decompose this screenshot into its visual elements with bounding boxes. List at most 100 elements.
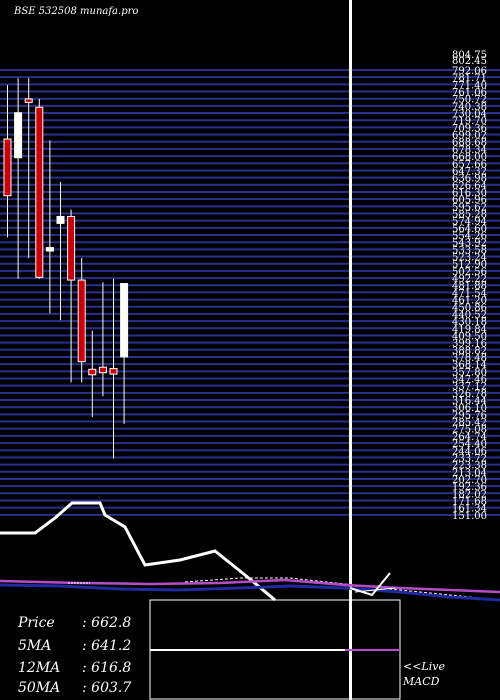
- candle: [56, 181, 65, 321]
- candle: [98, 282, 107, 397]
- price-tick-label: 709.36: [452, 123, 487, 134]
- macd-cross-line: [354, 587, 396, 593]
- price-tick-label: 719.70: [452, 116, 487, 127]
- price-tick-label: 730.04: [452, 109, 487, 120]
- volume-dashed-line: [184, 577, 500, 601]
- candle: [120, 283, 129, 424]
- price-tick-label: 523.24: [452, 253, 487, 264]
- watermark: BSE 532508 munafa.pro: [13, 6, 138, 17]
- candle: [67, 209, 76, 383]
- candle: [24, 78, 33, 258]
- price-tick-label: 409.50: [452, 331, 487, 342]
- candle-body-down: [109, 368, 118, 375]
- volume-line: [0, 501, 276, 602]
- price-tick-label: 502.56: [452, 267, 487, 278]
- candle-body-down: [3, 138, 12, 197]
- price-tick-label: 564.60: [452, 224, 487, 235]
- price-tick-label: 347.46: [452, 375, 487, 386]
- price-tick-label: 595.62: [452, 202, 487, 213]
- ma50-readout: 50MA: 603.7: [18, 680, 132, 696]
- price-tick-label: 264.74: [452, 432, 487, 443]
- price-tick-label: 481.88: [452, 281, 487, 292]
- price-tick-label: 192.36: [452, 482, 487, 493]
- price-tick-label: 213.04: [452, 468, 487, 479]
- live-label[interactable]: <<Live: [403, 660, 445, 673]
- candle-body-down: [77, 279, 86, 363]
- price-tick-label: 419.84: [452, 324, 487, 335]
- price-tick-label: 430.18: [452, 317, 487, 328]
- price-tick-label: 750.72: [452, 95, 487, 106]
- volume-panel: [0, 501, 500, 602]
- price-tick-label: 461.20: [452, 296, 487, 307]
- macd-signal-line: [349, 572, 391, 597]
- price-tick-label: 378.48: [452, 353, 487, 364]
- price-tick-label: 202.70: [452, 475, 487, 486]
- candles: [3, 78, 129, 459]
- price-tick-label: 688.68: [452, 138, 487, 149]
- price-tick-label: 740.38: [452, 102, 487, 113]
- price-tick-label: 161.34: [452, 504, 487, 515]
- candle: [3, 85, 12, 238]
- candle-body-up: [120, 283, 129, 358]
- ma12-readout: 12MA: 616.8: [18, 660, 132, 676]
- price-tick-label: 151.00: [452, 511, 487, 522]
- price-tick-label: 388.82: [452, 346, 487, 357]
- price-top-label: 804.75: [452, 50, 487, 61]
- candle: [77, 257, 86, 383]
- price-tick-label: 647.32: [452, 166, 487, 177]
- price-tick-label: 781.71: [452, 73, 487, 84]
- candle-body-up: [14, 112, 23, 159]
- price-tick-label: 450.86: [452, 303, 487, 314]
- price-tick-label: 678.34: [452, 145, 487, 156]
- price-value: : 662.8: [82, 615, 132, 631]
- candle: [88, 330, 97, 417]
- price-tick-label: 636.98: [452, 174, 487, 185]
- price-tick-label: 440.52: [452, 310, 487, 321]
- price-tick-label: 182.02: [452, 489, 487, 500]
- candle-body-down: [67, 215, 76, 281]
- price-tick-label: 792.06: [452, 66, 487, 77]
- candle: [109, 278, 118, 459]
- price-tick-label: 254.40: [452, 439, 487, 450]
- price-tick-label: 233.72: [452, 453, 487, 464]
- price-tick-label: 275.08: [452, 425, 487, 436]
- price-tick-label: 295.76: [452, 410, 487, 421]
- candle-body-down: [98, 366, 107, 374]
- price-tick-label: 223.38: [452, 461, 487, 472]
- price-tick-label: 761.06: [452, 88, 487, 99]
- macd-panel: [0, 572, 500, 700]
- ma50-value: : 603.7: [82, 680, 132, 696]
- price-tick-label: 657.66: [452, 159, 487, 170]
- price-tick-label: 771.40: [452, 80, 487, 91]
- price-readout: Price: 662.8: [18, 615, 132, 631]
- candle: [45, 140, 54, 314]
- candle-body-down: [24, 98, 33, 103]
- macd-blue-line: [0, 583, 500, 602]
- price-grid: [0, 69, 500, 516]
- price-tick-label: 699.02: [452, 131, 487, 142]
- price-tick-label: 316.44: [452, 396, 487, 407]
- price-tick-label: 326.78: [452, 389, 487, 400]
- price-tick-label: 574.94: [452, 217, 487, 228]
- price-tick-label: 306.10: [452, 403, 487, 414]
- price-tick-label: 585.28: [452, 209, 487, 220]
- price-tick-label: 337.12: [452, 382, 487, 393]
- candle: [35, 98, 44, 279]
- price-tick-label: 368.14: [452, 360, 487, 371]
- price-panel-divider: [349, 0, 352, 700]
- candle-body-up: [56, 215, 65, 224]
- candle-body-up: [45, 247, 54, 252]
- candle-body-down: [88, 368, 97, 376]
- price-tick-label: 471.54: [452, 288, 487, 299]
- price-tick-label: 605.96: [452, 195, 487, 206]
- price-tick-label: 554.26: [452, 231, 487, 242]
- price-tick-label: 512.90: [452, 260, 487, 271]
- price-tick-label: 244.06: [452, 446, 487, 457]
- price-top-label: 802.45: [452, 56, 487, 67]
- price-tick-label: 543.92: [452, 238, 487, 249]
- macd-magenta-line: [0, 578, 500, 594]
- ma5-readout: 5MA: 641.2: [18, 638, 132, 654]
- candle: [14, 78, 23, 279]
- candle-body-down: [35, 106, 44, 278]
